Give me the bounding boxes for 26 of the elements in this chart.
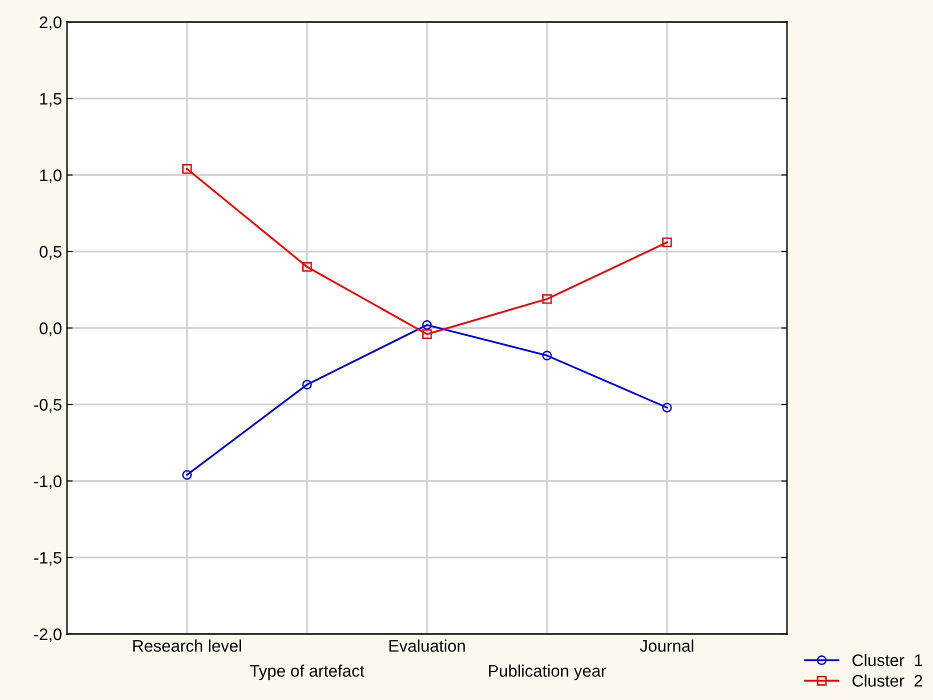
point (422, 329, 432, 339)
y-tick-label: 0,5 (40, 246, 62, 260)
x-tick-label: Evaluation (389, 640, 465, 652)
x-tick-label: Research level (133, 640, 242, 652)
x-tick-label: Type of artefact (250, 664, 364, 680)
point (542, 294, 552, 304)
y-tick-label: -1,5 (34, 552, 62, 566)
point (662, 402, 672, 412)
point (542, 350, 552, 360)
y-tick-label: 1,5 (40, 93, 62, 107)
y-tick-label: -2,0 (34, 628, 62, 642)
legend-label: Cluster 2 (852, 674, 922, 687)
y-tick-label: -1,0 (34, 475, 62, 490)
point (662, 237, 672, 248)
legend-label: Cluster 1 (852, 654, 922, 666)
point (182, 164, 192, 174)
point (182, 470, 192, 480)
y-tick-label: 1,0 (40, 169, 62, 184)
point (422, 320, 432, 330)
point (302, 380, 312, 390)
x-tick-label: Journal (640, 640, 694, 652)
y-tick-label: 0,0 (40, 322, 62, 336)
point (302, 262, 312, 272)
y-tick-label: 2,0 (40, 16, 62, 30)
y-tick-label: -0,5 (34, 398, 62, 413)
x-tick-label: Publication year (489, 664, 606, 680)
